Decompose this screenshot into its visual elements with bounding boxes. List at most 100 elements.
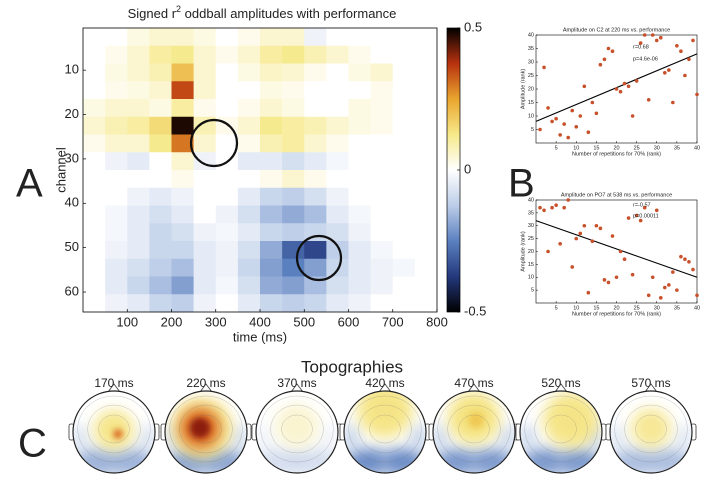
heatmap-cell — [414, 152, 438, 171]
heatmap-cell — [348, 258, 371, 277]
head-outline — [72, 390, 156, 474]
heatmap-cell — [348, 205, 371, 224]
scatter-point — [562, 122, 566, 126]
heatmap-cell — [127, 187, 150, 206]
heatmap-cell — [149, 81, 172, 100]
heatmap-cell — [105, 28, 128, 47]
heatmap-cell — [370, 205, 394, 224]
heatmap-cell — [193, 134, 217, 153]
heatmap-cell — [304, 152, 327, 171]
heatmap-cell — [348, 81, 371, 100]
heatmap-cell — [149, 63, 172, 82]
heatmap-cell — [414, 81, 438, 100]
heatmap-cell — [127, 63, 150, 82]
scatter-point — [582, 84, 587, 89]
heatmap-cell — [237, 152, 261, 171]
heatmap-cell — [260, 99, 283, 118]
heatmap-cell — [370, 187, 394, 206]
heatmap-cell — [237, 276, 261, 295]
heatmap-cell — [260, 116, 283, 135]
chart-title: Amplitude on C2 at 220 ms vs. performanc… — [563, 27, 670, 33]
heatmap-cell — [348, 99, 371, 118]
heatmap-cell — [215, 28, 239, 47]
contour-line — [534, 404, 588, 454]
heatmap-cell — [127, 134, 150, 153]
heatmap-cell — [304, 45, 327, 64]
topography — [68, 383, 160, 474]
heatmap-cell — [326, 45, 349, 64]
panel-label: A — [16, 162, 43, 206]
topography-label: 170 ms — [94, 376, 133, 390]
y-tick-label: 15 — [528, 262, 534, 268]
y-tick-label: 40 — [528, 32, 534, 38]
x-tick-label: 40 — [694, 145, 700, 151]
scatter-point — [574, 125, 579, 129]
y-tick-label: 5 — [531, 127, 534, 133]
contour-line — [169, 395, 243, 463]
heatmap-cell — [326, 152, 349, 171]
head-outline — [609, 390, 693, 474]
chart-title: Amplitude on PO7 at 538 ms vs. performan… — [561, 192, 672, 198]
heatmap-cell — [392, 81, 416, 100]
x-tick-label: 40 — [694, 305, 700, 311]
heatmap-cell — [171, 81, 194, 100]
heatmap-cell — [392, 241, 416, 260]
scatter-point — [558, 241, 562, 246]
heatmap-cell — [304, 294, 327, 313]
scatter-point — [574, 236, 579, 241]
x-tick-label: 35 — [674, 305, 680, 311]
heatmap-cell — [260, 152, 283, 171]
scatter-point — [642, 33, 647, 37]
head-outline — [343, 390, 427, 474]
y-tick-label: 5 — [531, 288, 534, 294]
x-tick-label: 500 — [293, 314, 315, 329]
map-blob — [232, 424, 247, 452]
scatter-point — [546, 106, 550, 110]
heatmap-cell — [414, 205, 438, 224]
scatter-point — [695, 92, 699, 97]
heatmap-cell — [171, 152, 194, 171]
heatmap-cell — [348, 45, 371, 64]
scatter-point — [626, 216, 631, 220]
scatter-point — [679, 49, 683, 53]
heatmap-cell — [370, 223, 394, 242]
heatmap-cell — [282, 294, 305, 313]
heatmap-cell — [193, 276, 217, 295]
heatmap-cell — [304, 170, 327, 189]
heatmap-cell — [370, 241, 394, 260]
heatmap-cell — [215, 99, 239, 118]
heatmap-cell — [127, 294, 150, 313]
heatmap-cell — [215, 205, 239, 224]
topographies-title: Topographies — [301, 357, 403, 376]
heatmap-cell — [127, 152, 150, 171]
fit-line — [535, 220, 698, 278]
scatter-point — [642, 205, 647, 210]
heatmap-cell — [326, 276, 349, 295]
x-tick-label: 30 — [654, 145, 660, 151]
contour-line — [545, 414, 577, 444]
y-tick-label: 35 — [528, 210, 534, 216]
heatmap-cell — [193, 152, 217, 171]
heatmap-cell — [149, 205, 172, 224]
heatmap-cell — [105, 81, 128, 100]
heatmap-cell — [370, 116, 394, 135]
scatter-point — [622, 81, 627, 86]
heatmap-cell — [149, 258, 172, 277]
map-blob — [543, 392, 599, 448]
heatmap-cell — [237, 116, 261, 135]
heatmap-cell — [370, 99, 394, 118]
contour-line — [635, 414, 667, 444]
heatmap-cell — [127, 45, 150, 64]
heatmap-cell — [83, 116, 106, 135]
x-tick-label: 25 — [634, 145, 640, 151]
heatmap-cell — [171, 276, 194, 295]
heatmap-cell — [237, 45, 261, 64]
heatmap-cell — [348, 28, 371, 47]
colorbar-tick-label: -0.5 — [464, 303, 486, 318]
heatmap-cell — [414, 223, 438, 242]
scatter-point — [663, 71, 667, 75]
heatmap-cell — [392, 258, 416, 277]
heatmap-cell — [282, 276, 305, 295]
heatmap-cell — [414, 170, 438, 189]
